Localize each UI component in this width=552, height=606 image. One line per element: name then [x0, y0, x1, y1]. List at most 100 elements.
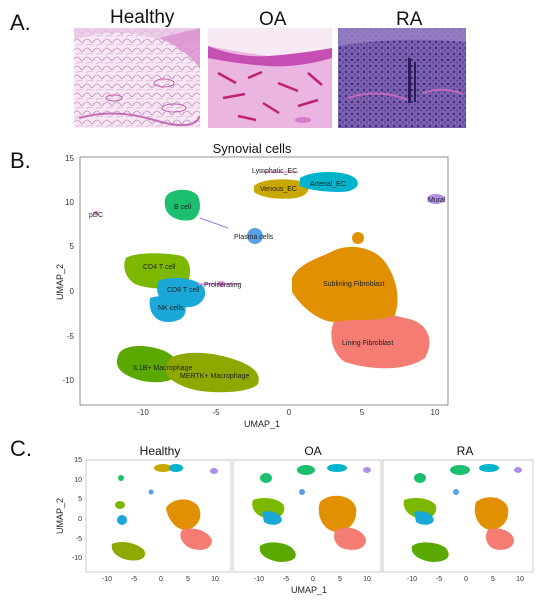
histology-image-healthy	[74, 28, 200, 128]
cluster-arterial-oa	[327, 464, 347, 472]
cluster-endothelial-oa	[297, 465, 315, 475]
facet-title-oa: OA	[304, 444, 321, 458]
panel-b-yticks: 15 10 5 0 -5 -10	[62, 154, 74, 385]
label-cd8-t-cell: CD8 T cell	[167, 287, 200, 294]
label-il1b-macrophage: IL1B+ Macrophage	[133, 365, 192, 372]
cluster-macrophage-healthy	[111, 542, 146, 561]
panel-a-label: A.	[10, 10, 31, 35]
x-tick-label: -10	[254, 576, 264, 583]
cluster-endothelial-healthy	[154, 464, 172, 472]
y-tick-label: 10	[65, 198, 74, 207]
histology-image-ra	[338, 28, 466, 128]
facet-title-ra: RA	[457, 444, 474, 458]
x-tick-label: 5	[338, 576, 342, 583]
x-tick-label: 10	[516, 576, 524, 583]
label-proliferating: Proliferating	[204, 282, 241, 289]
panel-b-plot-frame	[79, 156, 449, 406]
panel-c-xticks-healthy: -10 -5 0 5 10	[102, 576, 219, 583]
cluster-b-cell-ra	[414, 473, 426, 483]
x-tick-label: 0	[311, 576, 315, 583]
y-tick-label: 15	[74, 457, 82, 464]
y-tick-label: -10	[62, 376, 74, 385]
cluster-plasma-oa	[299, 489, 305, 495]
x-tick-label: -5	[212, 408, 220, 417]
panel-b-xlabel: UMAP_1	[244, 419, 280, 429]
cluster-sublining-healthy	[166, 499, 201, 530]
y-tick-label: 10	[74, 477, 82, 484]
facet-frame-healthy	[85, 459, 232, 573]
y-tick-label: -5	[76, 536, 82, 543]
x-tick-label: -10	[102, 576, 112, 583]
cluster-nk-healthy	[117, 515, 127, 525]
cluster-il1b-macrophage	[116, 346, 179, 383]
cluster-lining-healthy	[180, 528, 212, 550]
cluster-arterial-ec	[300, 172, 358, 192]
panel-b-cluster-labels: Lymphatic_EC Venous_EC Arterial_EC Mural…	[89, 168, 446, 380]
facet-clusters-oa	[252, 464, 371, 562]
label-mural: Mural	[428, 197, 446, 204]
panel-c-label: C.	[10, 436, 32, 461]
histology-title-ra: RA	[396, 9, 423, 30]
y-tick-label: 15	[65, 154, 74, 163]
label-sublining-fibroblast: Sublining Fibroblast	[323, 281, 385, 288]
label-plasma-cells: Plasma cells	[234, 234, 274, 241]
cluster-proliferating-point	[219, 281, 225, 287]
y-tick-label: 5	[70, 242, 75, 251]
y-tick-label: 5	[78, 496, 82, 503]
label-lining-fibroblast: Lining Fibroblast	[342, 340, 393, 347]
x-tick-label: 0	[464, 576, 468, 583]
cluster-nk-cells	[149, 296, 186, 322]
label-arterial-ec: Arterial_EC	[310, 181, 346, 188]
cluster-mural	[427, 194, 445, 204]
facet-frame-oa	[232, 459, 382, 573]
x-tick-label: -5	[283, 576, 289, 583]
cluster-sublining-fibroblast	[292, 246, 398, 322]
panel-c-xticks-ra: -10 -5 0 5 10	[407, 576, 524, 583]
x-tick-label: 5	[360, 408, 365, 417]
facet-clusters-ra	[403, 464, 522, 562]
label-cd4-t-cell: CD4 T cell	[143, 264, 176, 271]
x-tick-label: -5	[131, 576, 137, 583]
cluster-nk-ra	[414, 511, 434, 525]
facet-frame-ra	[382, 459, 534, 573]
cluster-lining-fibroblast	[331, 310, 430, 369]
label-venous-ec: Venous_EC	[260, 186, 297, 193]
cluster-b-cell-oa	[260, 473, 272, 483]
cluster-cd4-healthy	[115, 501, 125, 509]
x-tick-label: 10	[431, 408, 440, 417]
cluster-sublining-ra	[474, 497, 509, 530]
facet-title-healthy: Healthy	[140, 444, 181, 458]
cluster-sublining-fibroblast-fragment	[352, 232, 364, 244]
cluster-macrophage-ra	[411, 542, 449, 562]
label-mertk-macrophage: MERTK+ Macrophage	[180, 373, 249, 380]
cluster-plasma-cells	[247, 228, 263, 244]
cluster-mertk-macrophage	[165, 352, 259, 393]
x-tick-label: 5	[186, 576, 190, 583]
x-tick-label: -10	[407, 576, 417, 583]
histology-title-healthy: Healthy	[110, 7, 175, 28]
cluster-nk-oa	[262, 511, 282, 525]
panel-c-xticks-oa: -10 -5 0 5 10	[254, 576, 371, 583]
cluster-mural-healthy	[210, 468, 218, 474]
label-b-cell: B cell	[174, 204, 192, 211]
cluster-b-cell-trail	[199, 217, 229, 229]
panel-b-ylabel: UMAP_2	[55, 264, 65, 300]
cluster-pdc	[94, 211, 98, 215]
y-tick-label: -5	[67, 332, 75, 341]
histology-image-oa	[208, 28, 332, 128]
panel-c-yticks: 15 10 5 0 -5 -10	[72, 457, 82, 562]
x-tick-label: 10	[363, 576, 371, 583]
cluster-macrophage-oa	[259, 542, 296, 562]
label-lymphatic-ec: Lymphatic_EC	[252, 168, 297, 175]
panel-c-ylabel: UMAP_2	[55, 498, 65, 534]
panel-b-xticks: -10 -5 0 5 10	[137, 408, 440, 417]
histology-title-oa: OA	[259, 9, 287, 30]
y-tick-label: -10	[72, 555, 82, 562]
cluster-b-cell	[164, 189, 200, 221]
panel-b-title: Synovial cells	[213, 141, 292, 156]
label-nk-cells: NK cells	[158, 305, 184, 312]
x-tick-label: -10	[137, 408, 149, 417]
cluster-plasma-ra	[453, 489, 459, 495]
cluster-venous-ec	[254, 179, 309, 199]
